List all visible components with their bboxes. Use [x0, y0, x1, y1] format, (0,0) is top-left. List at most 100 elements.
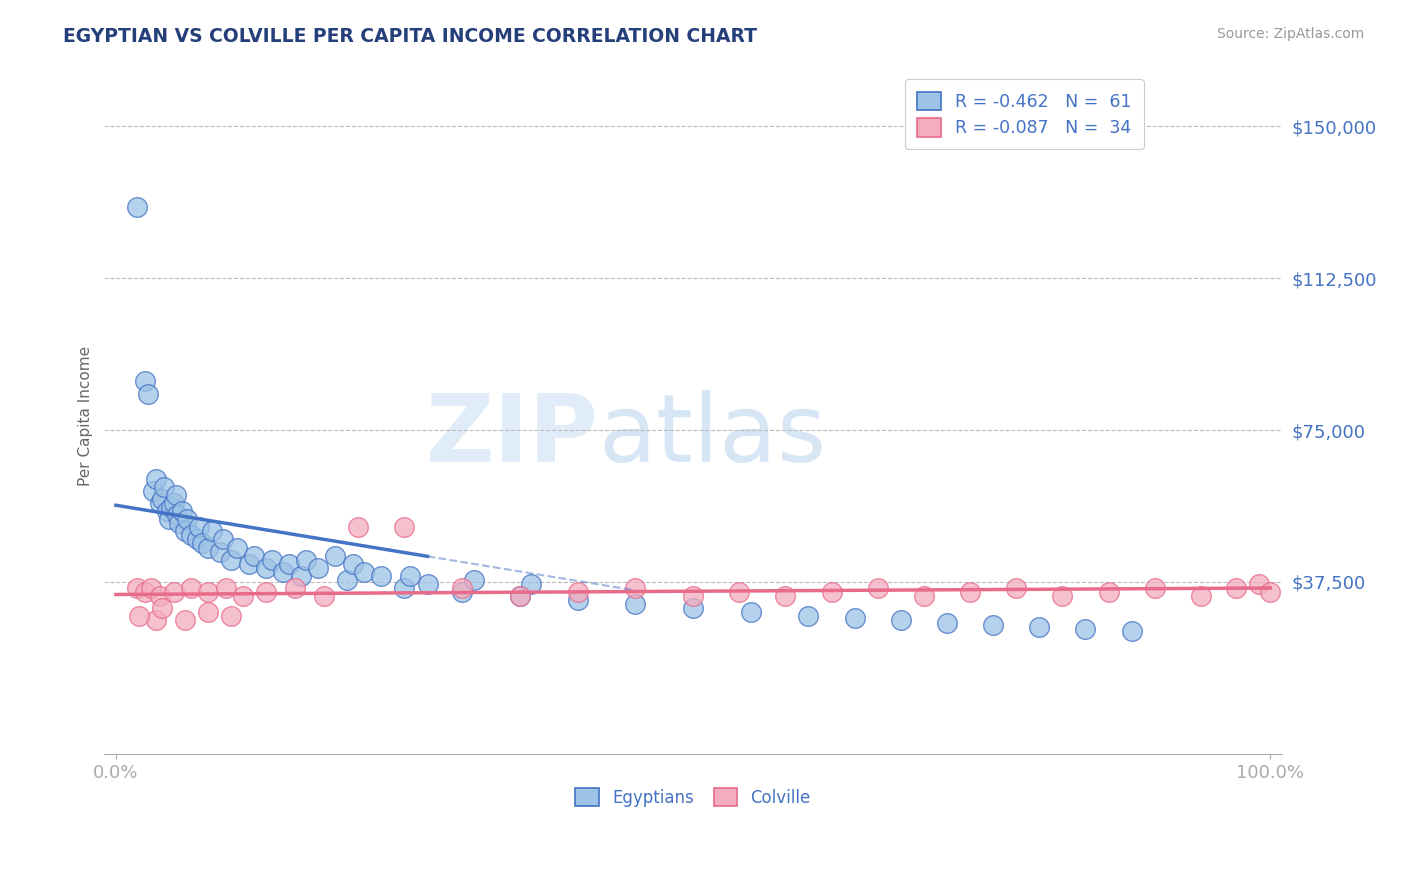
Point: [197, 541, 219, 555]
Point: [451, 585, 474, 599]
Point: [150, 601, 173, 615]
Point: [624, 597, 647, 611]
Point: [166, 508, 188, 522]
Point: [243, 549, 266, 563]
Point: [820, 585, 842, 599]
Point: [682, 589, 704, 603]
Point: [347, 520, 370, 534]
Point: [866, 581, 889, 595]
Point: [156, 504, 179, 518]
Point: [370, 569, 392, 583]
Point: [1258, 585, 1281, 599]
Point: [174, 524, 197, 539]
Point: [394, 520, 416, 534]
Point: [1052, 589, 1074, 603]
Point: [162, 496, 184, 510]
Point: [271, 565, 294, 579]
Point: [312, 589, 335, 603]
Point: [186, 533, 208, 547]
Point: [567, 593, 589, 607]
Point: [160, 500, 183, 514]
Point: [1097, 585, 1119, 599]
Point: [740, 606, 762, 620]
Point: [353, 565, 375, 579]
Point: [416, 577, 439, 591]
Point: [1189, 589, 1212, 603]
Point: [509, 589, 531, 603]
Text: EGYPTIAN VS COLVILLE PER CAPITA INCOME CORRELATION CHART: EGYPTIAN VS COLVILLE PER CAPITA INCOME C…: [63, 27, 758, 45]
Point: [254, 585, 277, 599]
Point: [1005, 581, 1028, 595]
Y-axis label: Per Capita Income: Per Capita Income: [79, 346, 93, 486]
Point: [254, 561, 277, 575]
Point: [153, 480, 176, 494]
Point: [145, 614, 167, 628]
Point: [323, 549, 346, 563]
Point: [912, 589, 935, 603]
Point: [125, 200, 148, 214]
Point: [1225, 581, 1247, 595]
Point: [212, 533, 235, 547]
Point: [1143, 581, 1166, 595]
Point: [342, 557, 364, 571]
Point: [139, 581, 162, 595]
Point: [149, 589, 172, 603]
Point: [125, 581, 148, 595]
Point: [134, 585, 156, 599]
Point: [170, 504, 193, 518]
Point: [176, 512, 198, 526]
Point: [336, 573, 359, 587]
Point: [624, 581, 647, 595]
Point: [890, 614, 912, 628]
Point: [1028, 619, 1050, 633]
Point: [149, 496, 172, 510]
Point: [981, 617, 1004, 632]
Point: [278, 557, 301, 571]
Point: [191, 536, 214, 550]
Point: [1247, 577, 1270, 591]
Point: [208, 544, 231, 558]
Point: [145, 472, 167, 486]
Point: [128, 609, 150, 624]
Point: [214, 581, 236, 595]
Point: [188, 520, 211, 534]
Point: [728, 585, 751, 599]
Point: [238, 557, 260, 571]
Point: [201, 524, 224, 539]
Point: [959, 585, 981, 599]
Point: [165, 488, 187, 502]
Point: [682, 601, 704, 615]
Point: [260, 552, 283, 566]
Point: [295, 552, 318, 566]
Point: [162, 585, 184, 599]
Point: [174, 614, 197, 628]
Point: [150, 491, 173, 506]
Point: [520, 577, 543, 591]
Point: [451, 581, 474, 595]
Point: [180, 528, 202, 542]
Point: [134, 375, 156, 389]
Point: [307, 561, 329, 575]
Point: [463, 573, 485, 587]
Point: [936, 615, 959, 630]
Point: [1074, 622, 1097, 636]
Text: Source: ZipAtlas.com: Source: ZipAtlas.com: [1216, 27, 1364, 41]
Point: [775, 589, 797, 603]
Text: ZIP: ZIP: [426, 390, 599, 483]
Text: atlas: atlas: [599, 390, 827, 483]
Point: [221, 609, 243, 624]
Point: [290, 569, 312, 583]
Point: [232, 589, 254, 603]
Point: [169, 516, 191, 531]
Point: [509, 589, 531, 603]
Point: [797, 609, 820, 624]
Point: [197, 585, 219, 599]
Point: [221, 552, 243, 566]
Point: [142, 483, 165, 498]
Point: [197, 606, 219, 620]
Point: [284, 581, 307, 595]
Point: [1121, 624, 1143, 638]
Legend: Egyptians, Colville: Egyptians, Colville: [568, 781, 817, 814]
Point: [394, 581, 416, 595]
Point: [180, 581, 202, 595]
